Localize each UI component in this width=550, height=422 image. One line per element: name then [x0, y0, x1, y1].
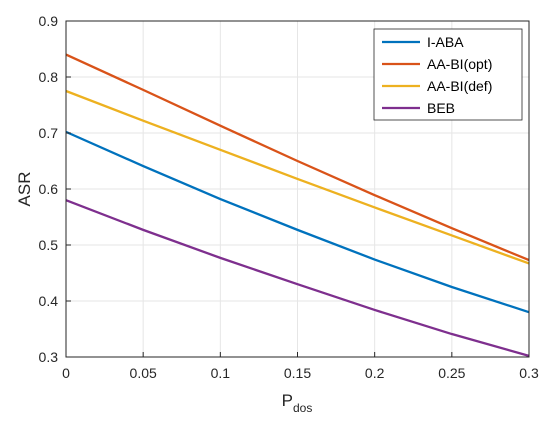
- series-line-1: [65, 53, 530, 262]
- x-tick-label: 0.25: [438, 365, 465, 381]
- x-axis-label: Pdos: [282, 391, 313, 415]
- x-axis-label-subscript: dos: [293, 401, 312, 415]
- series-line-0: [65, 130, 530, 314]
- x-tick-label: 0.2: [365, 365, 385, 381]
- x-tick-label: 0.3: [519, 365, 539, 381]
- legend: I-ABA AA-BI(opt) AA-BI(def) BEB: [373, 28, 523, 121]
- legend-label: I-ABA: [427, 34, 464, 50]
- x-axis-label-main: P: [282, 391, 293, 410]
- series-line-3: [65, 199, 530, 357]
- y-tick-label: 0.8: [39, 69, 59, 85]
- series-line-2: [65, 89, 530, 265]
- tick-labels: 0 0.05 0.1 0.15 0.2 0.25 0.3 0.3 0.4 0.5 0.6 0.7 0.8…: [39, 13, 539, 381]
- series-lines: [65, 53, 530, 357]
- x-tick-label: 0: [62, 365, 70, 381]
- x-tick-label: 0.15: [284, 365, 311, 381]
- y-tick-label: 0.6: [39, 181, 59, 197]
- x-tick-label: 0.05: [130, 365, 157, 381]
- y-tick-label: 0.7: [39, 125, 59, 141]
- y-tick-label: 0.4: [39, 293, 59, 309]
- y-axis-label: ASR: [15, 172, 34, 207]
- y-tick-label: 0.5: [39, 237, 59, 253]
- legend-label: BEB: [427, 100, 455, 116]
- legend-label: AA-BI(def): [427, 78, 492, 94]
- legend-label: AA-BI(opt): [427, 56, 492, 72]
- legend-box: [373, 28, 523, 121]
- y-tick-label: 0.3: [39, 349, 59, 365]
- x-tick-label: 0.1: [211, 365, 231, 381]
- axis-ticks: [65, 20, 530, 358]
- y-tick-label: 0.9: [39, 13, 59, 29]
